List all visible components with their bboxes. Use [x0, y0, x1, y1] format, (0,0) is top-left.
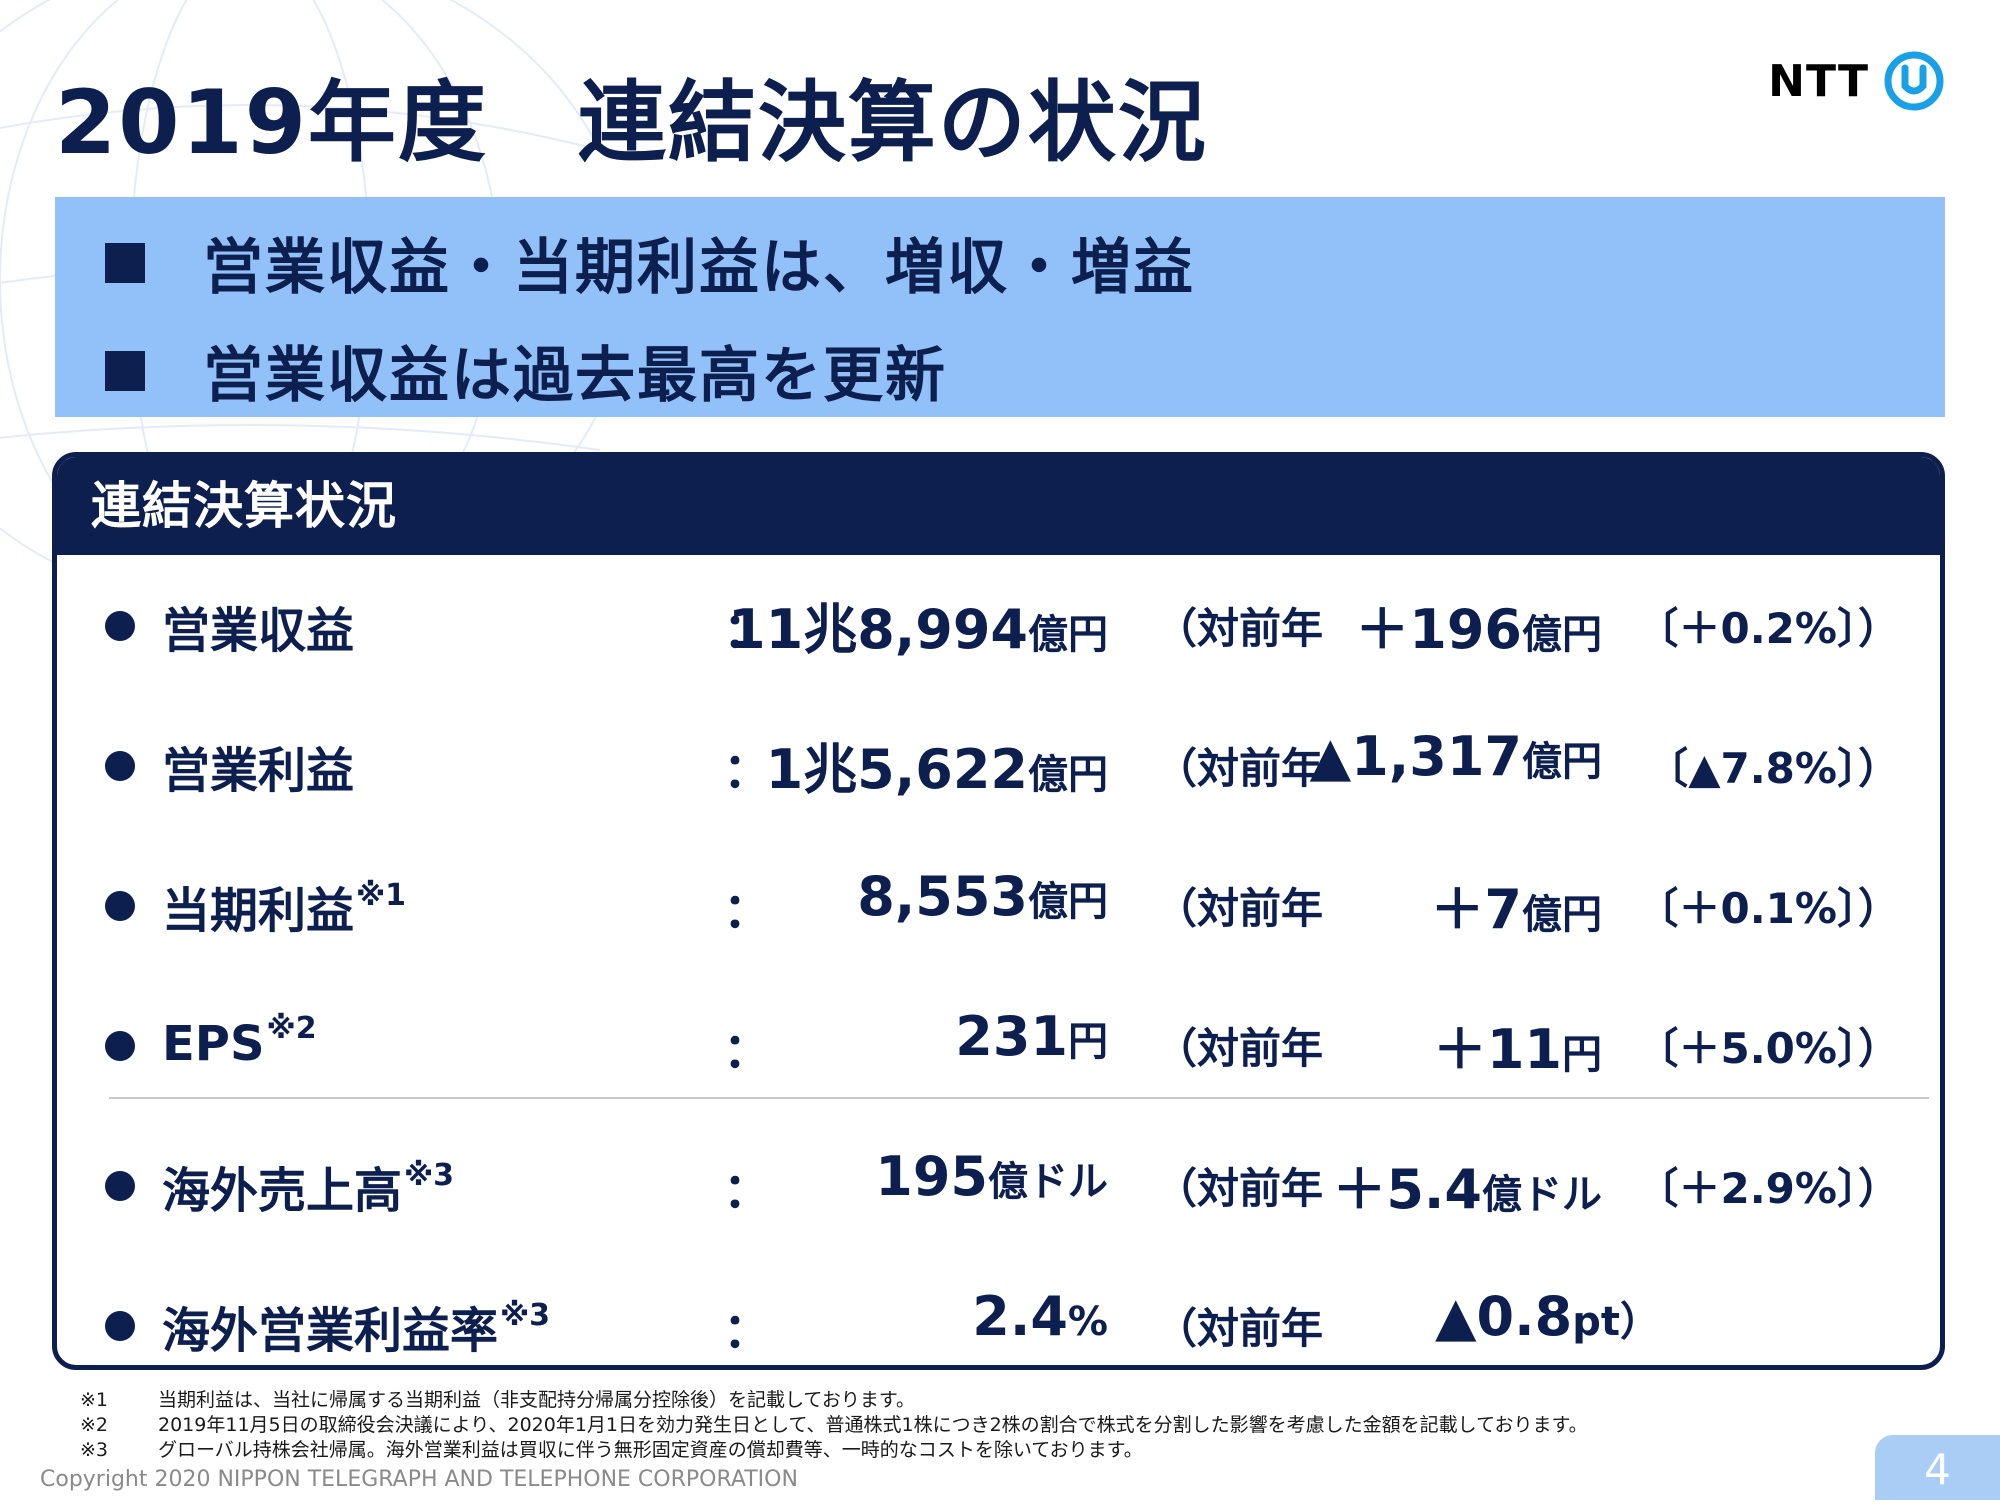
footnote: ※2 2019年11月5日の取締役会決議により、2020年1月1日を効力発生日と…	[80, 1413, 1588, 1438]
row-colon: ：	[723, 1163, 772, 1219]
row-percent: 〔＋0.2%〕）	[1636, 604, 1901, 653]
banner-text: 営業収益は過去最高を更新	[203, 341, 947, 411]
footnote-text: 2019年11月5日の取締役会決議により、2020年1月1日を効力発生日として、…	[158, 1414, 1588, 1436]
row-change: ＋5.4億ドル	[1332, 1158, 1602, 1221]
row-percent: 〔＋0.1%〕）	[1636, 884, 1901, 933]
row-label: 海外売上高※3	[162, 1158, 455, 1219]
row-colon: ：	[723, 883, 772, 939]
bullet-dot-icon	[105, 1171, 135, 1201]
row-value: 1兆5,622億円	[765, 738, 1108, 801]
square-bullet-icon	[105, 350, 145, 391]
row-yoy-label: （対前年	[1155, 884, 1324, 933]
bullet-dot-icon	[105, 891, 135, 921]
row-label: 営業収益	[162, 603, 355, 659]
results-row-eps: EPS※2 ： 231円 （対前年 ＋11円 〔＋5.0%〕）	[57, 1005, 1940, 1085]
copyright: Copyright 2020 NIPPON TELEGRAPH AND TELE…	[40, 1467, 798, 1492]
row-value: 195億ドル	[875, 1145, 1108, 1208]
page-title: 2019年度 連結決算の状況	[55, 71, 1208, 174]
logo-text: NTT	[1768, 55, 1869, 107]
footnotes: ※1 当期利益は、当社に帰属する当期利益（非支配持分帰属分控除後）を記載しており…	[80, 1388, 1588, 1463]
page-number: 4	[1875, 1435, 2000, 1500]
row-yoy-label: （対前年	[1155, 604, 1324, 653]
row-value: 231円	[955, 1005, 1108, 1068]
footnote-text: グローバル持株会社帰属。海外営業利益は買収に伴う無形固定資産の償却費等、一時的な…	[158, 1439, 1143, 1461]
footnote: ※1 当期利益は、当社に帰属する当期利益（非支配持分帰属分控除後）を記載しており…	[80, 1388, 1588, 1413]
ntt-logo: NTT	[1768, 50, 1945, 112]
footnote-mark: ※3	[80, 1439, 109, 1461]
row-yoy-label: （対前年	[1155, 744, 1324, 793]
row-change: ＋7億円	[1430, 878, 1602, 941]
banner-item: 営業収益・当期利益は、増収・増益	[105, 219, 1195, 306]
results-row-net-income: 当期利益※1 ： 8,553億円 （対前年 ＋7億円 〔＋0.1%〕）	[57, 865, 1940, 945]
ntt-circle-logo-icon	[1884, 51, 1944, 111]
row-colon: ：	[723, 1303, 772, 1359]
results-panel: 連結決算状況 営業収益 ： 11兆8,994億円 （対前年 ＋196億円 〔＋0…	[52, 452, 1945, 1370]
row-colon: ：	[723, 743, 772, 799]
footnote: ※3 グローバル持株会社帰属。海外営業利益は買収に伴う無形固定資産の償却費等、一…	[80, 1438, 1588, 1463]
footnote-mark: ※2	[80, 1414, 109, 1436]
results-row-revenue: 営業収益 ： 11兆8,994億円 （対前年 ＋196億円 〔＋0.2%〕）	[57, 585, 1940, 665]
row-value: 8,553億円	[857, 865, 1108, 928]
row-divider	[109, 1097, 1929, 1099]
results-row-overseas-margin: 海外営業利益率※3 ： 2.4% （対前年 ▲0.8pt）	[57, 1285, 1940, 1365]
row-colon: ：	[723, 603, 772, 659]
row-label: 営業利益	[162, 743, 355, 799]
row-yoy-label: （対前年	[1155, 1024, 1324, 1073]
row-percent: 〔＋5.0%〕）	[1636, 1024, 1901, 1073]
bullet-dot-icon	[105, 751, 135, 781]
footnote-mark: ※1	[80, 1389, 109, 1411]
row-colon: ：	[723, 1023, 772, 1079]
bullet-dot-icon	[105, 1311, 135, 1341]
row-change: ＋11円	[1432, 1018, 1602, 1081]
banner-item: 営業収益は過去最高を更新	[105, 327, 947, 414]
row-percent: 〔▲7.8%〕）	[1646, 744, 1900, 793]
results-row-operating-profit: 営業利益 ： 1兆5,622億円 （対前年 ▲1,317億円 〔▲7.8%〕）	[57, 725, 1940, 805]
highlight-banner: 営業収益・当期利益は、増収・増益 営業収益は過去最高を更新	[55, 197, 1945, 417]
row-percent: 〔＋2.9%〕）	[1636, 1164, 1901, 1213]
row-label: EPS※2	[162, 1011, 317, 1072]
row-yoy-label: （対前年	[1155, 1304, 1324, 1353]
row-value: 2.4%	[972, 1285, 1108, 1348]
row-change: ＋196億円	[1355, 598, 1602, 661]
bullet-dot-icon	[105, 1031, 135, 1061]
row-yoy-label: （対前年	[1155, 1164, 1324, 1213]
results-row-overseas-sales: 海外売上高※3 ： 195億ドル （対前年 ＋5.4億ドル 〔＋2.9%〕）	[57, 1145, 1940, 1225]
row-value: 11兆8,994億円	[728, 598, 1108, 661]
banner-text: 営業収益・当期利益は、増収・増益	[203, 233, 1195, 303]
panel-header: 連結決算状況	[57, 457, 1940, 555]
row-label: 海外営業利益率※3	[162, 1298, 551, 1359]
footnote-text: 当期利益は、当社に帰属する当期利益（非支配持分帰属分控除後）を記載しております。	[158, 1389, 915, 1411]
row-change: ▲1,317億円	[1309, 725, 1602, 788]
bullet-dot-icon	[105, 611, 135, 641]
row-label: 当期利益※1	[162, 878, 407, 939]
row-change: ▲0.8pt）	[1435, 1285, 1660, 1348]
square-bullet-icon	[105, 242, 145, 283]
